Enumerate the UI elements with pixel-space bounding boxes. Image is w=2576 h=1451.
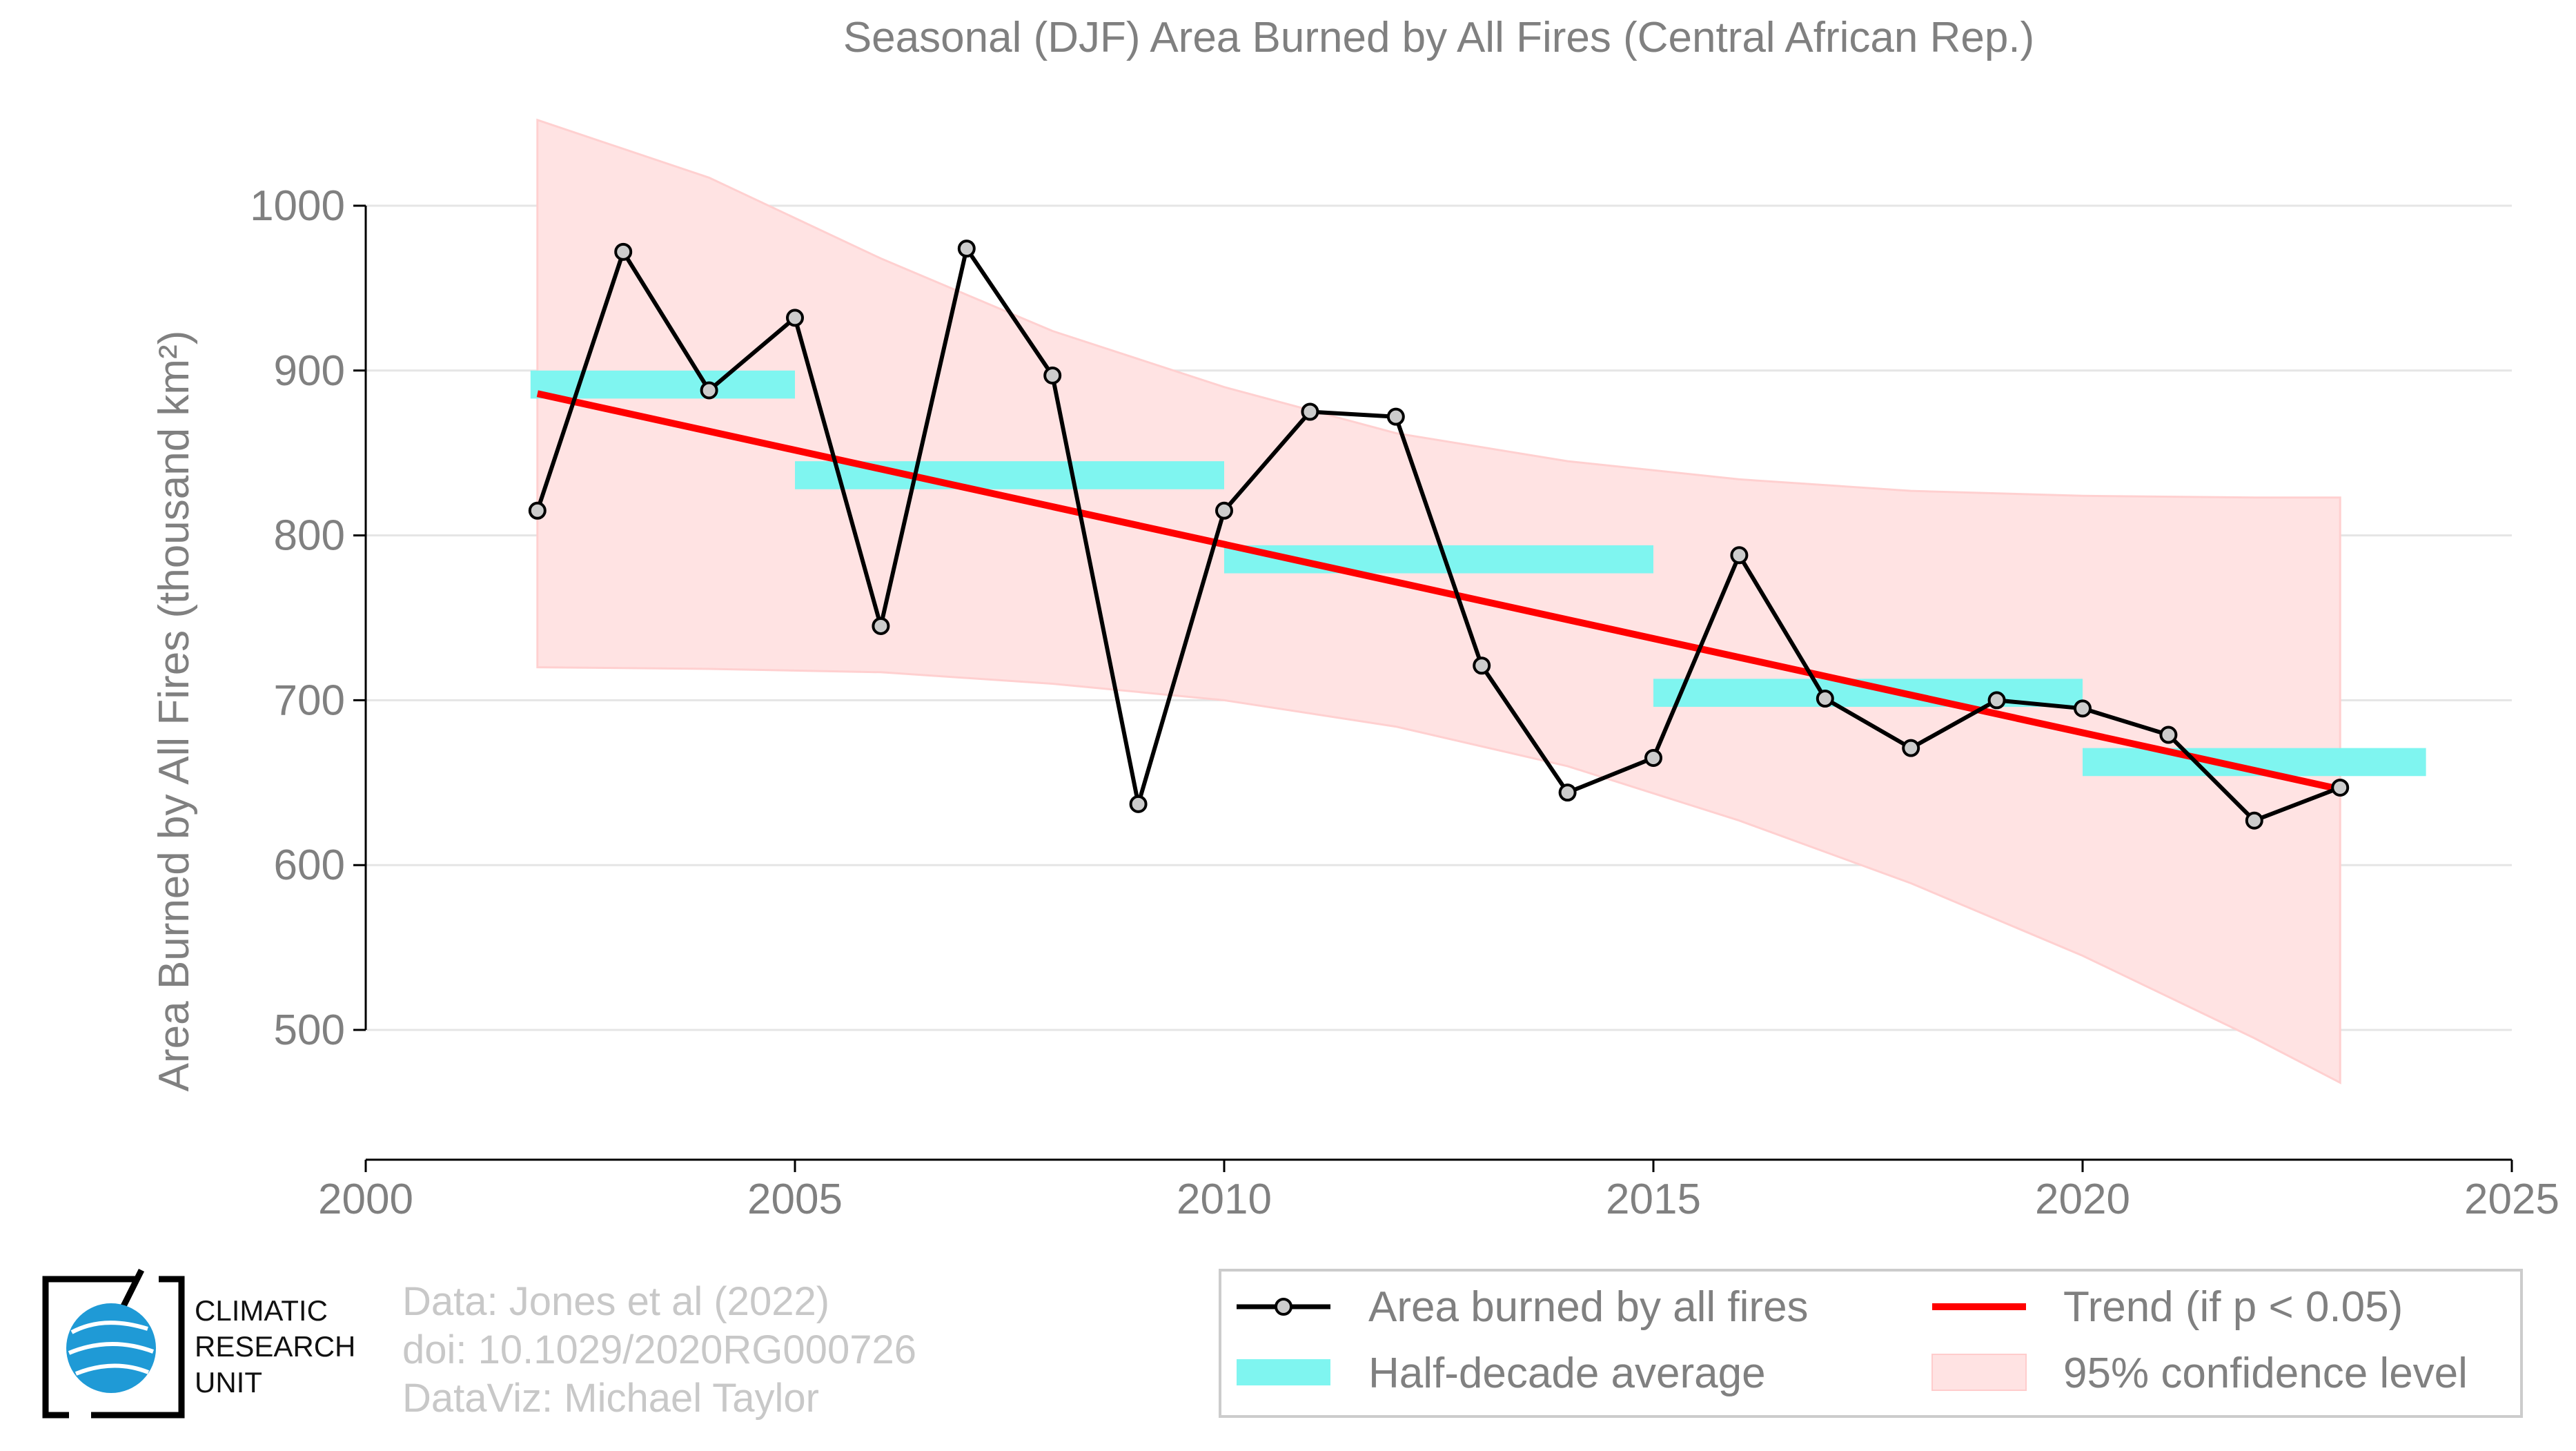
data-point bbox=[614, 242, 633, 261]
confidence-band bbox=[536, 118, 2341, 1084]
credit-data: Data: Jones et al (2022) bbox=[402, 1279, 829, 1324]
data-point bbox=[957, 240, 976, 258]
logo-line-1: CLIMATIC bbox=[195, 1294, 328, 1327]
data-point bbox=[1987, 691, 2006, 710]
data-point bbox=[700, 381, 718, 400]
x-axis: 2000 2005 2010 2015 2020 2025 bbox=[318, 1160, 2559, 1223]
x-tick-label: 2015 bbox=[1606, 1176, 1701, 1223]
credit-dataviz: DataViz: Michael Taylor bbox=[402, 1376, 819, 1421]
data-point bbox=[786, 309, 804, 327]
data-line-layer bbox=[535, 246, 2341, 823]
y-tick-label: 500 bbox=[274, 1006, 345, 1054]
data-point bbox=[2074, 699, 2092, 718]
data-point bbox=[1902, 739, 1920, 757]
y-tick-label: 900 bbox=[274, 347, 345, 395]
y-axis-label: Area Burned by All Fires (thousand km²) bbox=[150, 331, 198, 1092]
logo-bracket-right bbox=[91, 1276, 185, 1419]
confidence-band-layer bbox=[536, 118, 2341, 1084]
legend-frame bbox=[1219, 1269, 2523, 1418]
logo-line-3: UNIT bbox=[195, 1366, 262, 1399]
trend-line bbox=[536, 390, 2341, 793]
legend: Area burned by all fires Trend (if p < 0… bbox=[1219, 1269, 2523, 1418]
legend-item-trend: Trend (if p < 0.05) bbox=[1932, 1283, 2403, 1331]
legend-label: Half-decade average bbox=[1368, 1350, 1766, 1397]
data-point bbox=[1129, 795, 1148, 813]
globe-swirl-icon bbox=[68, 1321, 155, 1376]
data-point-layer bbox=[528, 240, 2350, 830]
data-point bbox=[1644, 748, 1662, 767]
legend-item-confidence: 95% confidence level bbox=[1931, 1350, 2468, 1397]
trend-layer bbox=[536, 390, 2341, 793]
logo-slash bbox=[117, 1268, 145, 1314]
legend-marker-icon bbox=[1275, 1298, 1292, 1316]
y-axis: 500 600 700 800 900 1000 bbox=[250, 182, 366, 1054]
y-tick-label: 1000 bbox=[250, 182, 345, 230]
logo-line-2: RESEARCH bbox=[195, 1330, 355, 1363]
data-point bbox=[1215, 501, 1233, 520]
legend-item-area-burned: Area burned by all fires bbox=[1237, 1283, 1809, 1331]
x-tick-label: 2025 bbox=[2464, 1176, 2559, 1223]
data-point bbox=[1816, 690, 1834, 708]
data-point bbox=[1386, 407, 1405, 426]
y-tick-label: 700 bbox=[274, 676, 345, 724]
half-decade-bar bbox=[530, 370, 795, 399]
legend-label: 95% confidence level bbox=[2063, 1350, 2468, 1397]
x-tick-label: 2020 bbox=[2035, 1176, 2130, 1223]
legend-label: Trend (if p < 0.05) bbox=[2063, 1283, 2403, 1331]
data-point bbox=[1301, 402, 1319, 421]
chart-title: Seasonal (DJF) Area Burned by All Fires … bbox=[843, 14, 2034, 61]
data-point bbox=[1730, 546, 1749, 565]
data-point bbox=[2245, 811, 2263, 830]
y-tick-label: 800 bbox=[274, 512, 345, 560]
data-point bbox=[872, 616, 890, 635]
legend-label: Area burned by all fires bbox=[1368, 1283, 1809, 1331]
legend-band-icon bbox=[1931, 1354, 2027, 1391]
cru-logo: CLIMATIC RESEARCH UNIT bbox=[42, 1268, 355, 1419]
data-point bbox=[2331, 778, 2350, 797]
data-point bbox=[1558, 783, 1577, 802]
x-tick-label: 2010 bbox=[1177, 1176, 1272, 1223]
x-tick-label: 2000 bbox=[318, 1176, 413, 1223]
data-point bbox=[1043, 366, 1062, 384]
data-point bbox=[1473, 656, 1491, 675]
logo-bracket-left bbox=[42, 1276, 137, 1419]
credit-doi: doi: 10.1029/2020RG000726 bbox=[402, 1327, 916, 1372]
y-tick-label: 600 bbox=[274, 841, 345, 889]
x-tick-label: 2005 bbox=[747, 1176, 843, 1223]
data-point bbox=[2159, 726, 2178, 744]
credits: Data: Jones et al (2022) doi: 10.1029/20… bbox=[402, 1279, 916, 1421]
legend-item-half-decade: Half-decade average bbox=[1237, 1350, 1766, 1397]
legend-avg-icon bbox=[1237, 1359, 1330, 1385]
data-point bbox=[528, 501, 547, 520]
series-line bbox=[535, 246, 2341, 823]
